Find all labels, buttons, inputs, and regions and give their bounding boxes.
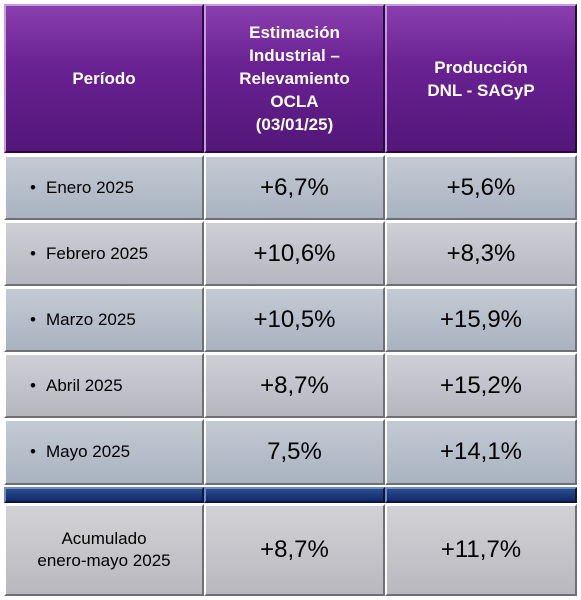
bullet-icon: • bbox=[30, 309, 36, 329]
header-period-label: Período bbox=[72, 69, 136, 88]
total-produccion: +11,7% bbox=[440, 536, 522, 563]
header-estimacion-line: OCLA bbox=[270, 92, 319, 111]
row-estimacion: +10,6% bbox=[253, 239, 336, 267]
row-period-cell: • Enero 2025 bbox=[4, 155, 204, 220]
header-period: Período bbox=[4, 4, 204, 153]
separator-bar bbox=[385, 487, 577, 503]
separator-bar bbox=[204, 487, 385, 503]
row-produccion-cell: +15,9% bbox=[385, 287, 577, 352]
header-estimacion: Estimación Industrial – Relevamiento OCL… bbox=[204, 4, 385, 153]
row-estimacion: +6,7% bbox=[260, 173, 329, 201]
row-produccion-cell: +14,1% bbox=[385, 419, 577, 485]
bullet-icon: • bbox=[30, 177, 36, 197]
total-period-line: Acumulado bbox=[61, 529, 147, 548]
row-produccion: +8,3% bbox=[446, 239, 516, 267]
row-produccion-cell: +5,6% bbox=[385, 155, 577, 220]
row-period: Marzo 2025 bbox=[46, 309, 136, 329]
header-produccion: Producción DNL - SAGyP bbox=[385, 4, 577, 153]
bullet-icon: • bbox=[30, 375, 36, 395]
total-produccion-cell: +11,7% bbox=[385, 504, 577, 596]
row-period-cell: • Abril 2025 bbox=[4, 353, 204, 418]
row-estimacion: +10,5% bbox=[253, 305, 336, 333]
bullet-icon: • bbox=[30, 442, 36, 461]
row-period-cell: • Marzo 2025 bbox=[4, 287, 204, 352]
row-estimacion-cell: +10,5% bbox=[204, 287, 385, 352]
row-produccion: +15,2% bbox=[439, 371, 523, 399]
row-estimacion-cell: +6,7% bbox=[204, 155, 385, 220]
row-produccion: +5,6% bbox=[446, 173, 516, 201]
row-estimacion: +8,7% bbox=[260, 371, 329, 399]
total-estimacion: +8,7% bbox=[260, 536, 329, 563]
row-estimacion: 7,5% bbox=[267, 438, 322, 465]
row-estimacion-cell: 7,5% bbox=[204, 419, 385, 485]
header-estimacion-line: Estimación bbox=[249, 23, 340, 42]
header-produccion-line: DNL - SAGyP bbox=[427, 80, 535, 100]
row-produccion: +14,1% bbox=[439, 438, 523, 465]
row-produccion-cell: +8,3% bbox=[385, 221, 577, 286]
total-period-cell: Acumulado enero-mayo 2025 bbox=[4, 504, 204, 596]
row-period: Mayo 2025 bbox=[46, 442, 131, 461]
row-estimacion-cell: +8,7% bbox=[204, 353, 385, 418]
header-estimacion-line: (03/01/25) bbox=[255, 115, 334, 134]
row-estimacion-cell: +10,6% bbox=[204, 221, 385, 286]
bullet-icon: • bbox=[30, 243, 36, 263]
row-period: Enero 2025 bbox=[46, 177, 134, 197]
separator-bar bbox=[4, 487, 204, 503]
row-period: Febrero 2025 bbox=[46, 243, 149, 263]
row-produccion-cell: +15,2% bbox=[385, 353, 577, 418]
row-produccion: +15,9% bbox=[439, 305, 523, 333]
header-estimacion-line: Relevamiento bbox=[239, 69, 350, 88]
total-period-line: enero-mayo 2025 bbox=[37, 551, 171, 570]
header-produccion-line: Producción bbox=[434, 57, 528, 77]
header-estimacion-line: Industrial – bbox=[249, 46, 340, 65]
row-period-cell: • Mayo 2025 bbox=[4, 419, 204, 485]
row-period: Abril 2025 bbox=[46, 375, 123, 395]
row-period-cell: • Febrero 2025 bbox=[4, 221, 204, 286]
total-estimacion-cell: +8,7% bbox=[204, 504, 385, 596]
